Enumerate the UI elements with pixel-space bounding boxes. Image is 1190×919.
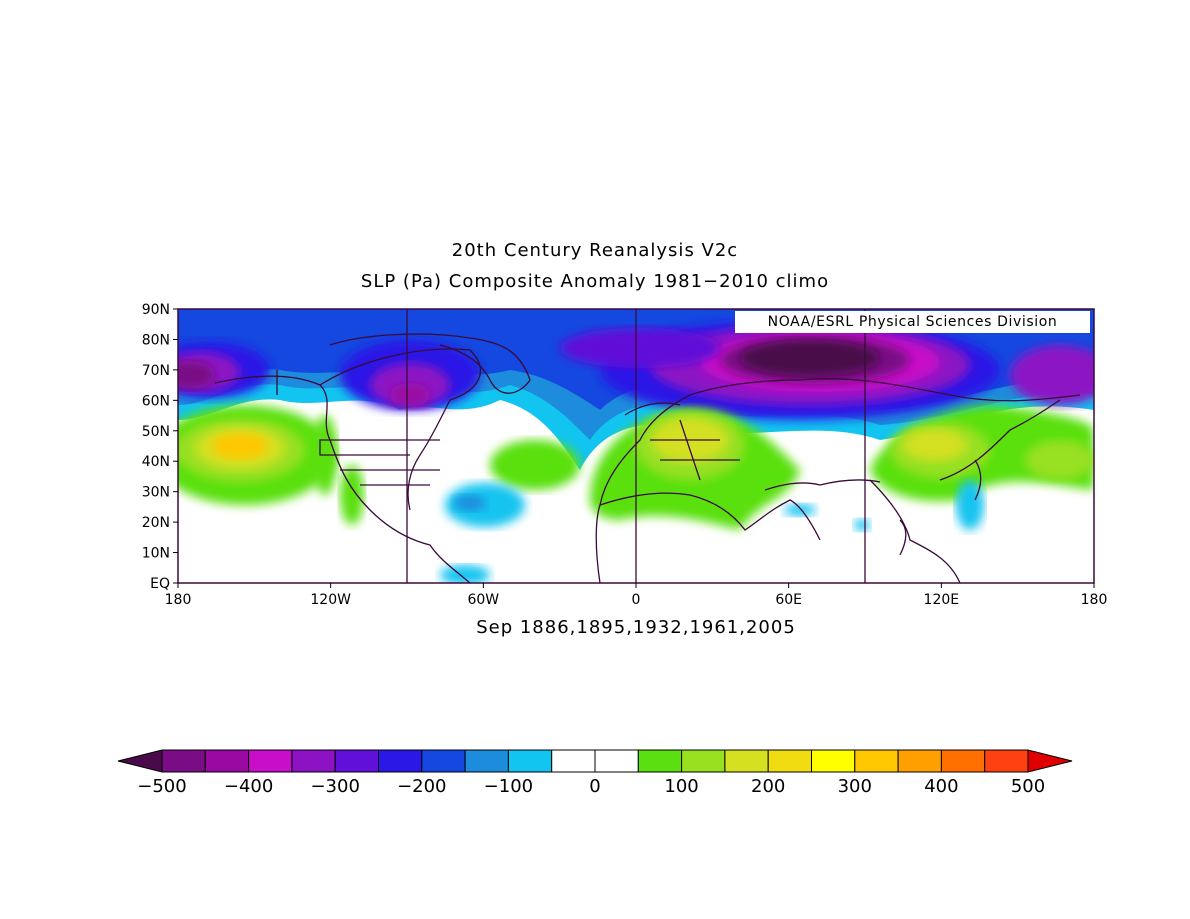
lat-tick-label: 80N [142, 332, 170, 348]
chart-subtitle: SLP (Pa) Composite Anomaly 1981−2010 cli… [360, 271, 830, 292]
colorbar-label: 200 [751, 776, 785, 797]
lon-tick-label: 0 [632, 592, 641, 608]
colorbar-swatch [724, 749, 769, 773]
colorbar-swatch [291, 749, 336, 773]
lon-tick-label: 60E [775, 592, 802, 608]
colorbar-swatch [248, 749, 293, 773]
colorbar-swatch [204, 749, 250, 773]
lat-tick-label: 30N [142, 485, 170, 501]
colorbar-swatch [551, 749, 596, 773]
lat-tick-label: 70N [142, 363, 170, 379]
colorbar-label: 300 [838, 776, 872, 797]
lon-tick-label: 120W [310, 592, 351, 608]
colorbar-label: −200 [397, 776, 446, 797]
colorbar-swatch [637, 749, 683, 773]
colorbar-swatch [897, 749, 942, 773]
colorbar-label: −300 [310, 776, 359, 797]
lat-tick-label: 60N [142, 393, 170, 409]
lon-axis: 180 120W 60W 0 60E 120E 180 [165, 583, 1108, 608]
colorbar-swatch [984, 749, 1029, 773]
lat-axis: 90N 80N 70N 60N 50N 40N 30N 20N 10N EQ [142, 302, 178, 592]
colorbar-swatch [334, 749, 380, 773]
lat-tick-label: 20N [142, 515, 170, 531]
colorbar-swatch [161, 749, 206, 773]
credit-label: NOAA/ESRL Physical Sciences Division [735, 311, 1090, 333]
colorbar-swatch [507, 749, 553, 773]
lat-tick-label: EQ [150, 576, 170, 592]
chart-title: 20th Century Reanalysis V2c [451, 240, 739, 261]
colorbar-swatch [681, 749, 726, 773]
colorbar-swatch [594, 749, 639, 773]
colorbar-lower-arrow [117, 749, 163, 773]
lat-tick-label: 10N [142, 546, 170, 562]
colorbar-label: 500 [1011, 776, 1045, 797]
lat-tick-label: 50N [142, 424, 170, 440]
colorbar-label: −100 [484, 776, 533, 797]
colorbar-swatch [811, 749, 856, 773]
lon-tick-label: 180 [165, 592, 192, 608]
colorbar-swatch [421, 749, 466, 773]
colorbar-label: 0 [589, 776, 600, 797]
colorbar-label: 100 [664, 776, 698, 797]
colorbar-swatch [464, 749, 509, 773]
lat-tick-label: 40N [142, 454, 170, 470]
colorbar-swatch [378, 749, 423, 773]
lon-tick-label: 120E [924, 592, 960, 608]
lon-tick-label: 180 [1081, 592, 1108, 608]
colorbar-swatch [854, 749, 899, 773]
colorbar-upper-arrow [1027, 749, 1073, 773]
colorbar-label: 400 [924, 776, 958, 797]
lon-tick-label: 60W [467, 592, 499, 608]
coastlines [214, 333, 1081, 583]
meridian-grid [406, 309, 866, 583]
colorbar-swatch [767, 749, 813, 773]
colorbar-swatch [940, 749, 986, 773]
lat-tick-label: 90N [142, 302, 170, 318]
colorbar-label: −400 [224, 776, 273, 797]
colorbar-label: −500 [137, 776, 186, 797]
composite-years-label: Sep 1886,1895,1932,1961,2005 [476, 617, 796, 638]
